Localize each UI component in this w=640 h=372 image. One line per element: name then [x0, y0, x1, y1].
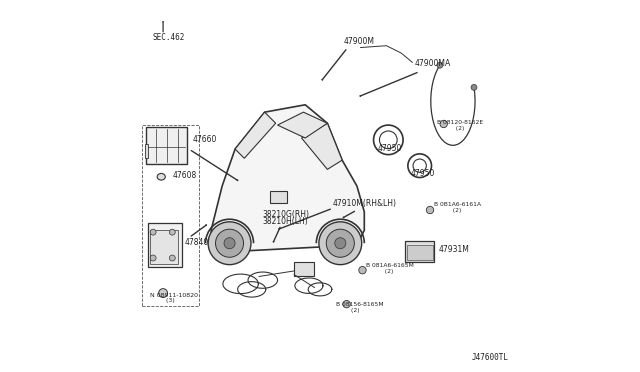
Text: 47900M: 47900M — [344, 37, 375, 46]
Circle shape — [170, 229, 175, 235]
Text: B 08120-8162E
          (2): B 08120-8162E (2) — [437, 120, 484, 131]
Circle shape — [326, 229, 355, 257]
Text: 47910M(RH&LH): 47910M(RH&LH) — [333, 199, 397, 208]
Text: 47950: 47950 — [410, 169, 435, 178]
Ellipse shape — [157, 173, 165, 180]
Text: SEC.462: SEC.462 — [152, 33, 184, 42]
Circle shape — [471, 84, 477, 90]
Text: 47608: 47608 — [172, 170, 196, 180]
Text: 47840: 47840 — [184, 238, 209, 247]
Bar — [270, 191, 287, 203]
Text: 38210G(RH): 38210G(RH) — [263, 211, 310, 219]
Circle shape — [440, 120, 447, 128]
Bar — [147, 127, 187, 164]
Circle shape — [437, 62, 443, 68]
Circle shape — [170, 255, 175, 261]
Text: B 081A6-6165M
          (2): B 081A6-6165M (2) — [366, 263, 414, 274]
Text: 47660: 47660 — [193, 135, 217, 144]
Bar — [405, 241, 435, 262]
Text: 47950: 47950 — [377, 144, 402, 153]
Circle shape — [208, 222, 251, 264]
Circle shape — [426, 206, 434, 214]
Circle shape — [319, 222, 362, 264]
Text: 47900MA: 47900MA — [414, 59, 451, 68]
Circle shape — [343, 301, 350, 308]
Text: 38210H(LH): 38210H(LH) — [263, 217, 308, 226]
Circle shape — [216, 229, 244, 257]
PathPatch shape — [278, 112, 328, 138]
Circle shape — [224, 238, 235, 249]
Circle shape — [159, 289, 168, 298]
Circle shape — [150, 229, 156, 235]
Bar — [142, 125, 199, 306]
Bar — [294, 262, 314, 276]
Bar — [145, 144, 148, 158]
Text: N 08911-10820
        (3): N 08911-10820 (3) — [150, 292, 198, 303]
Text: 47931M: 47931M — [438, 246, 469, 254]
Circle shape — [359, 266, 366, 274]
Circle shape — [335, 238, 346, 249]
Bar — [148, 223, 182, 267]
Circle shape — [150, 255, 156, 261]
Text: B 08156-8165M
        (2): B 08156-8165M (2) — [335, 302, 383, 313]
PathPatch shape — [211, 105, 364, 253]
PathPatch shape — [301, 123, 342, 169]
Text: J47600TL: J47600TL — [472, 353, 508, 362]
Bar — [150, 230, 178, 263]
PathPatch shape — [235, 112, 276, 158]
Text: B 0B1A6-6161A
          (2): B 0B1A6-6161A (2) — [434, 202, 481, 213]
Bar — [407, 245, 433, 260]
